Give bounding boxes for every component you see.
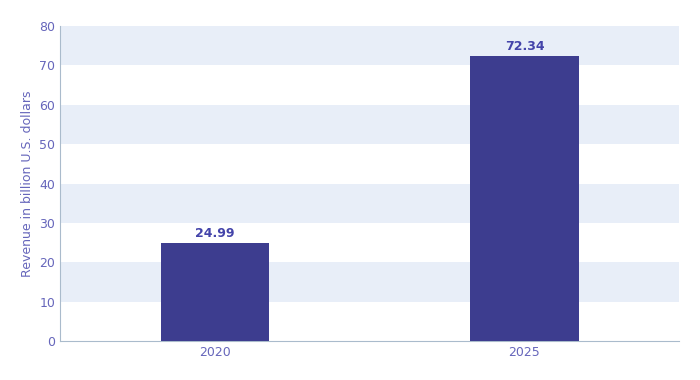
Bar bbox=[161, 243, 269, 341]
Bar bbox=[60, 302, 679, 341]
Bar bbox=[470, 56, 579, 341]
Bar bbox=[60, 144, 679, 184]
Bar bbox=[60, 223, 679, 263]
Text: 72.34: 72.34 bbox=[505, 40, 545, 53]
Y-axis label: Revenue in billion U.S. dollars: Revenue in billion U.S. dollars bbox=[21, 90, 34, 277]
Bar bbox=[60, 65, 679, 105]
Bar bbox=[60, 184, 679, 223]
Text: 24.99: 24.99 bbox=[195, 227, 234, 240]
Bar bbox=[60, 26, 679, 65]
Bar bbox=[60, 105, 679, 144]
Bar bbox=[60, 263, 679, 302]
